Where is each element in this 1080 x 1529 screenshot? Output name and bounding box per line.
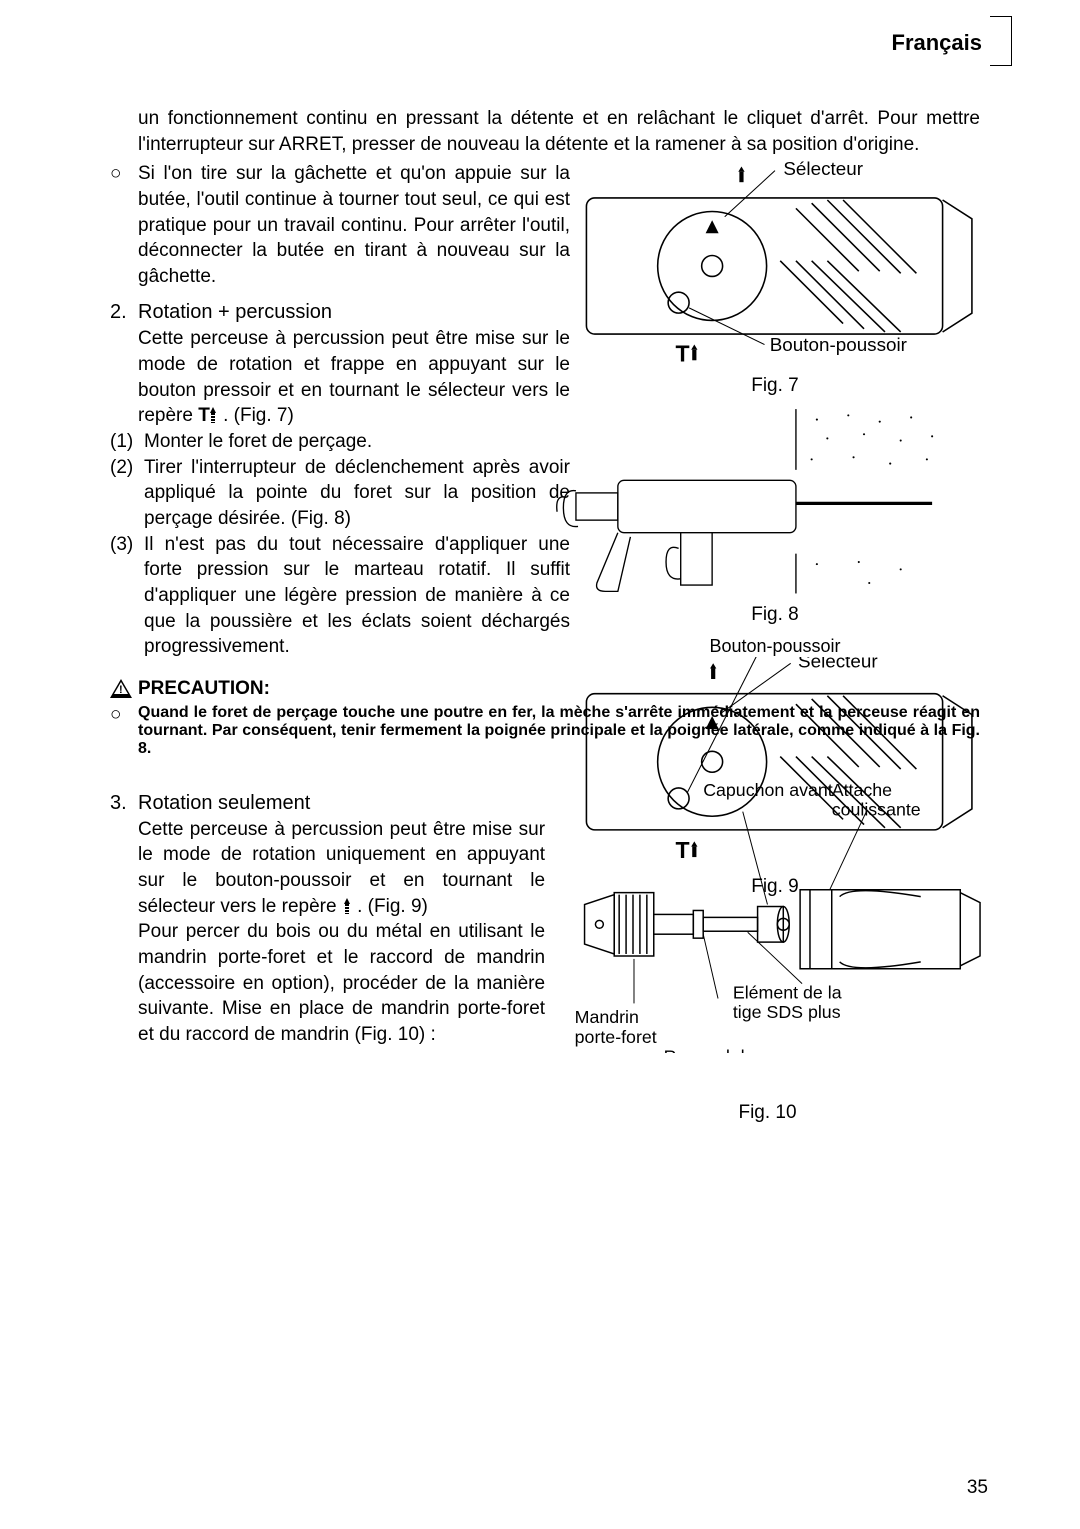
sec2-body: Cette perceuse à percussion peut être mi… <box>138 326 570 429</box>
bullet-mark: ○ <box>110 161 138 289</box>
page-number: 35 <box>967 1477 988 1499</box>
sec2-title: Rotation + percussion <box>138 299 570 326</box>
intro-text: un fonctionnement continu en pressant la… <box>138 106 980 157</box>
fig7-label: Fig. 7 <box>555 375 995 397</box>
element-label: Elément de latige SDS plus <box>733 982 842 1022</box>
fig7-bouton: Bouton-poussoir <box>770 334 907 355</box>
fig7-svg: T Sélecteur Bouton-poussoir <box>555 156 995 366</box>
sec3-body: Cette perceuse à percussion peut être mi… <box>138 817 545 920</box>
fig9-bouton: Bouton-poussoir <box>555 636 995 657</box>
sub1-mark: (1) <box>110 429 144 455</box>
intro-paragraph: un fonctionnement continu en pressant la… <box>110 106 980 157</box>
header-box <box>990 16 1012 66</box>
mandrin-label: Mandrinporte-foret <box>575 1007 657 1047</box>
fig8-svg <box>555 407 995 596</box>
warning-icon: ! <box>110 679 132 698</box>
fig7-selecteur: Sélecteur <box>783 158 863 179</box>
svg-text:T: T <box>675 340 689 365</box>
sec3-num: 3. <box>110 790 138 1048</box>
sec2-num: 2. <box>110 299 138 429</box>
fig8-label: Fig. 8 <box>555 604 995 626</box>
language-label: Français <box>110 30 990 56</box>
svg-text:T: T <box>675 837 689 863</box>
sub1-text: Monter le foret de perçage. <box>144 429 570 455</box>
drill-icon <box>342 898 352 914</box>
fig9-selecteur: Sélecteur <box>798 657 878 671</box>
sub3-text: Il n'est pas du tout nécessaire d'appliq… <box>144 532 570 660</box>
fig9-svg: T Sélecteur <box>555 657 995 867</box>
fig10-label: Fig. 10 <box>545 1102 990 1124</box>
fig9-label: Fig. 9 <box>555 876 995 898</box>
bullet-mark-2: ○ <box>110 704 138 758</box>
hammer-drill-icon: T <box>198 403 218 429</box>
precaution-label: PRECAUTION: <box>138 678 270 700</box>
sub3-mark: (3) <box>110 532 144 660</box>
sec3-title: Rotation seulement <box>138 790 545 817</box>
bullet1-text: Si l'on tire sur la gâchette et qu'on ap… <box>138 161 570 289</box>
sec3-p2: Pour percer du bois ou du métal en utili… <box>138 919 545 1047</box>
figures-right: T Sélecteur Bouton-poussoir Fig. 7 <box>555 156 995 908</box>
raccord-label: Raccord demandrin <box>664 1047 755 1053</box>
sub2-text: Tirer l'interrupteur de déclenchement ap… <box>144 455 570 532</box>
sub2-mark: (2) <box>110 455 144 532</box>
